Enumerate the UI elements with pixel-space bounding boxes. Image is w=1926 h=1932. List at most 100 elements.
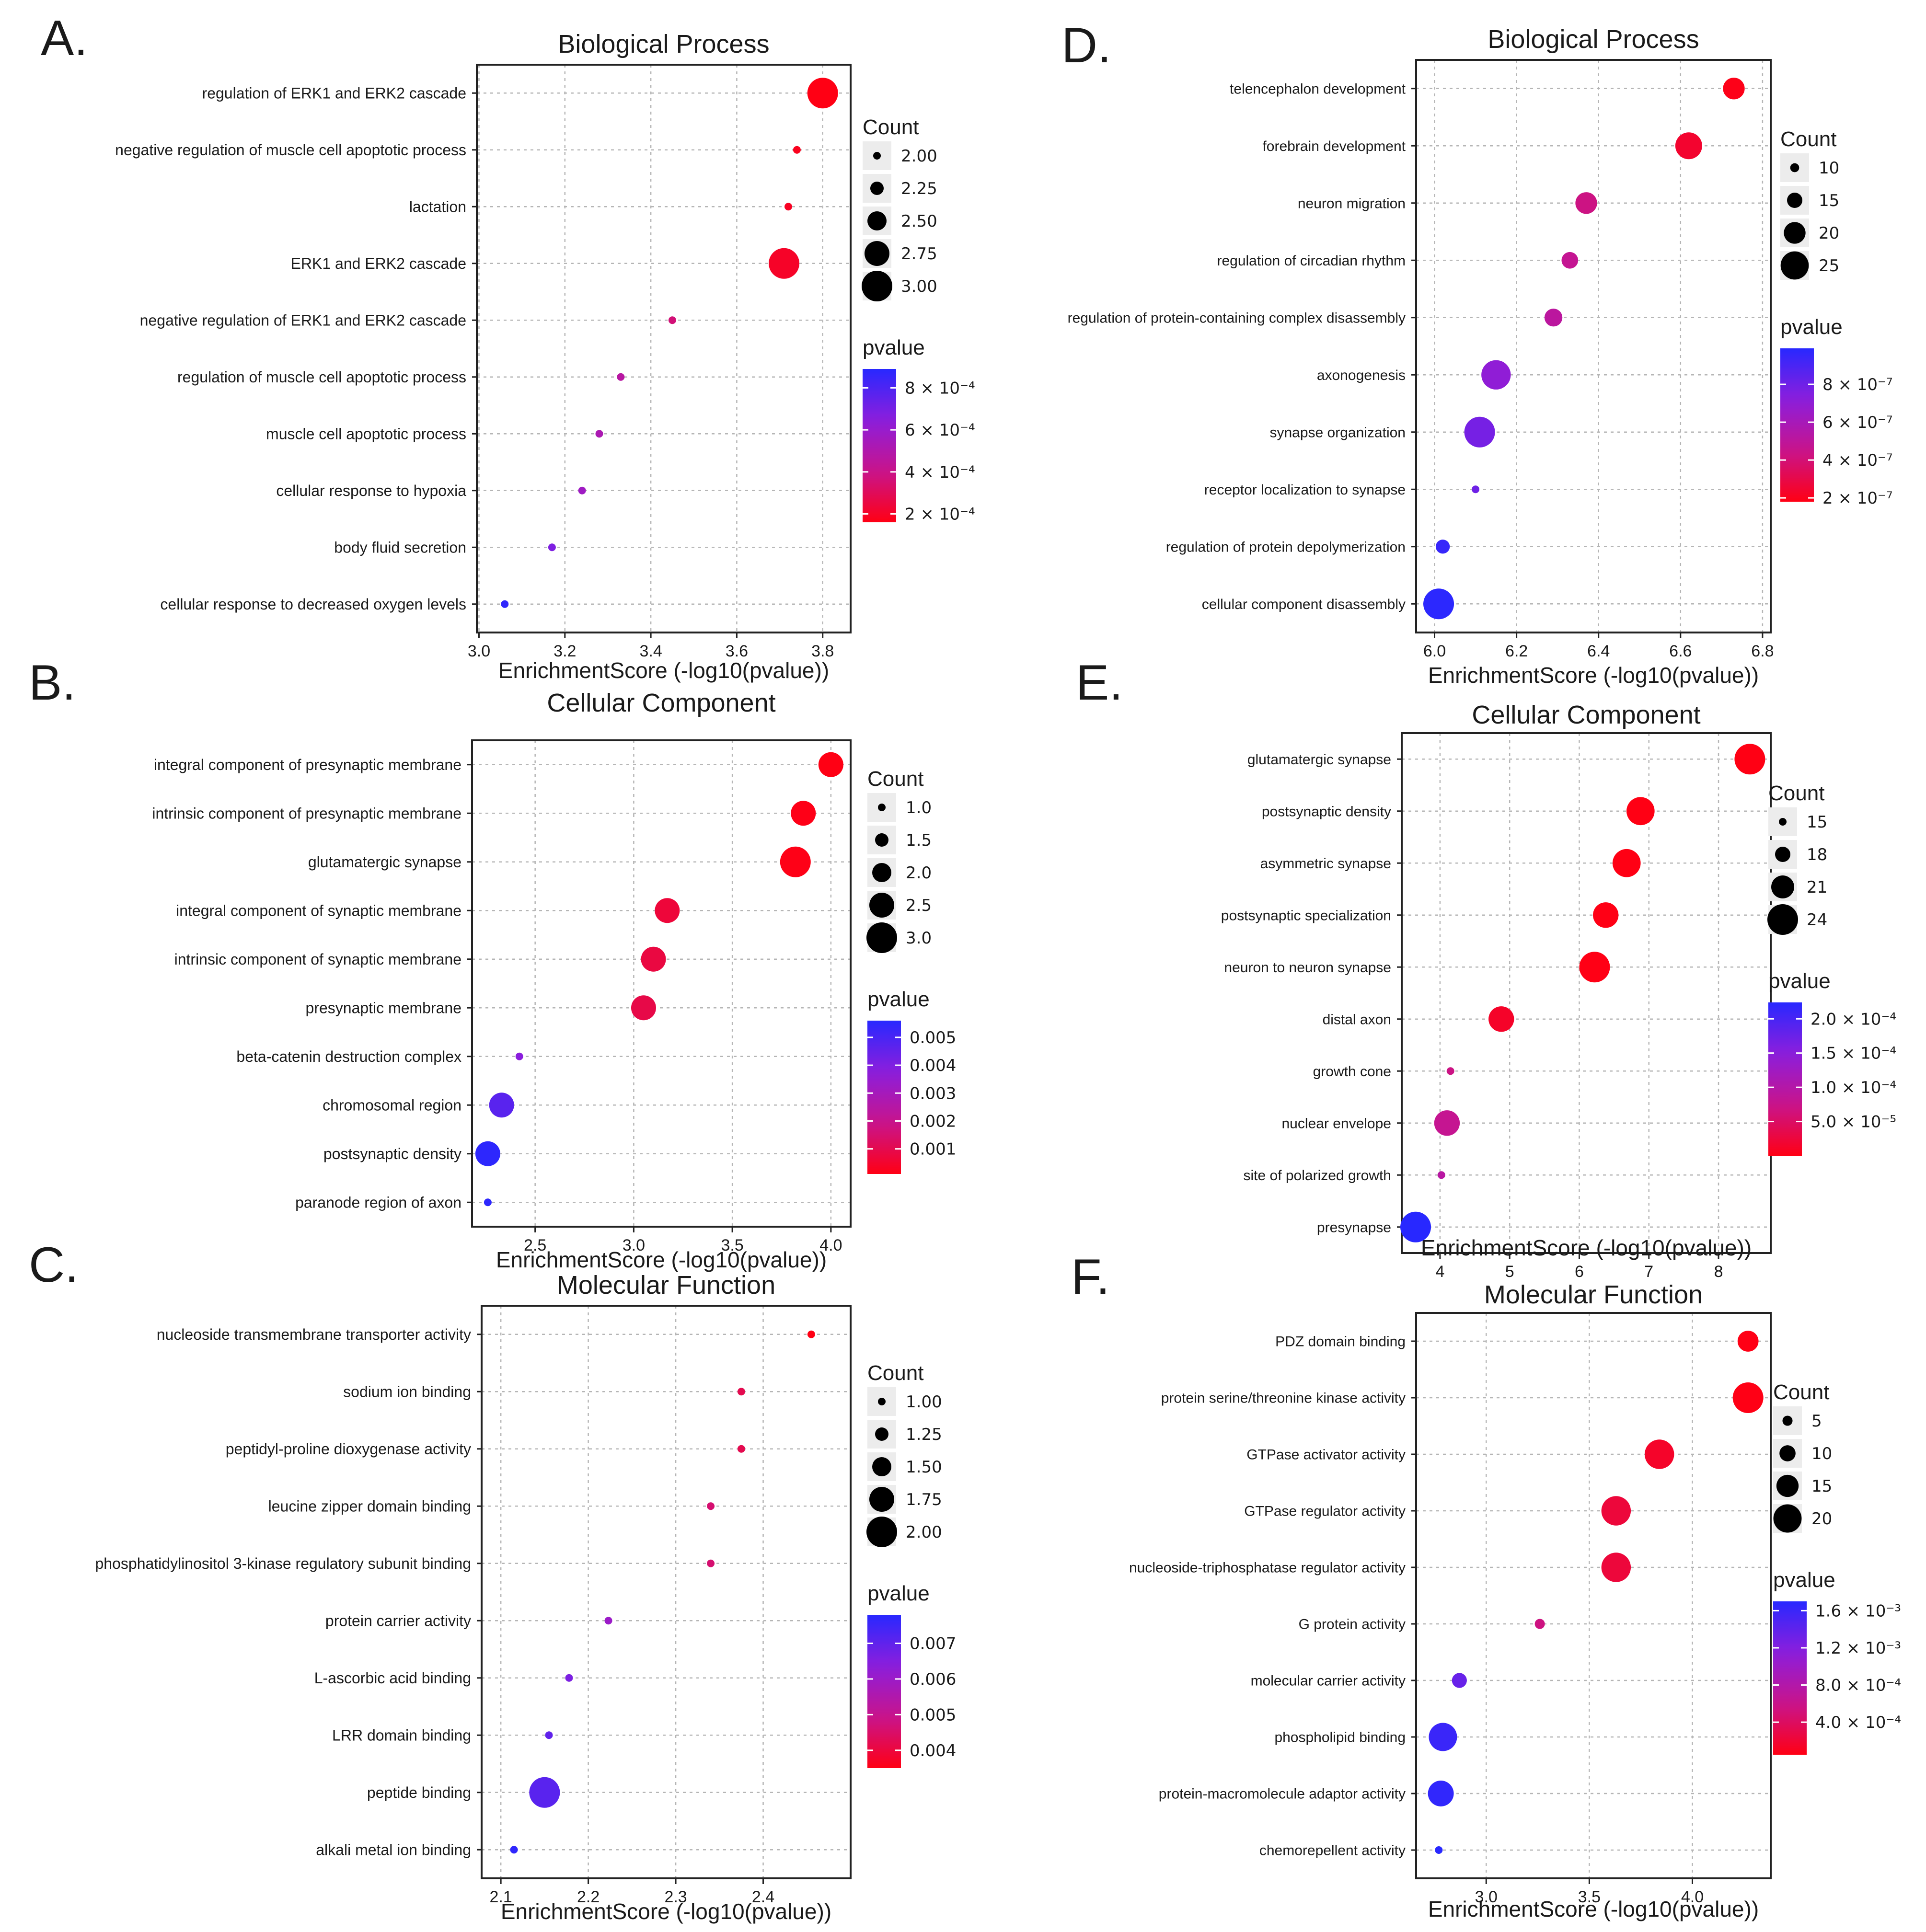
legend-size-dot (1779, 818, 1787, 826)
y-tick-label: receptor localization to synapse (1204, 482, 1406, 498)
pvalue-legend-label: 0.005 (910, 1028, 956, 1047)
count-legend-label: 25 (1819, 256, 1839, 276)
legend-size-dot (869, 1487, 894, 1512)
data-point (529, 1777, 560, 1808)
plot-frame (1401, 732, 1772, 1254)
legend-size-dot (866, 922, 897, 953)
y-tick-label: axonogenesis (1317, 368, 1406, 383)
data-point (484, 1198, 492, 1207)
data-point (1544, 309, 1563, 327)
data-point (1481, 360, 1511, 390)
x-axis-label: EnrichmentScore (-log10(pvalue)) (496, 1247, 827, 1272)
count-legend-label: 20 (1811, 1509, 1832, 1529)
y-tick-label: intrinsic component of presynaptic membr… (152, 805, 461, 822)
count-legend: Count 1.00 1.25 1.50 1.75 2.00 (866, 1361, 942, 1547)
y-tick-label: sodium ion binding (343, 1383, 471, 1400)
x-tick-label: 3.5 (1578, 1888, 1601, 1906)
x-tick-label: 3.0 (1475, 1888, 1498, 1906)
y-tick-label: distal axon (1323, 1012, 1391, 1027)
count-legend-label: 1.0 (906, 798, 932, 817)
data-point (737, 1388, 745, 1396)
y-tick-label: growth cone (1313, 1064, 1391, 1080)
pvalue-colorbar (867, 1615, 901, 1768)
count-legend-label: 5 (1811, 1412, 1822, 1431)
y-tick-label: protein carrier activity (325, 1612, 471, 1629)
y-tick-label: cellular response to hypoxia (276, 482, 466, 499)
data-point (769, 248, 800, 279)
panel-title: Biological Process (1488, 25, 1699, 54)
data-point (1732, 1382, 1764, 1413)
pvalue-legend-label: 4 × 10⁻⁷ (1822, 451, 1893, 470)
y-tick-label: cellular response to decreased oxygen le… (160, 596, 466, 613)
data-point (595, 430, 603, 438)
panel-title: Cellular Component (1472, 701, 1700, 729)
y-tick-label: muscle cell apoptotic process (266, 425, 466, 442)
data-point (489, 1092, 514, 1118)
data-point (475, 1141, 500, 1166)
pvalue-legend-label: 1.0 × 10⁻⁴ (1811, 1078, 1896, 1097)
data-point (501, 600, 509, 608)
pvalue-legend-label: 8.0 × 10⁻⁴ (1815, 1676, 1901, 1695)
pvalue-legend-label: 5.0 × 10⁻⁵ (1811, 1113, 1896, 1132)
data-point (1561, 252, 1579, 269)
count-legend-label: 2.5 (906, 896, 932, 915)
pvalue-colorbar (863, 369, 896, 522)
data-point (1723, 78, 1745, 100)
legend-size-dot (1790, 163, 1799, 172)
data-point (1534, 1619, 1545, 1629)
x-tick-label: 5 (1505, 1263, 1514, 1281)
y-tick-label: body fluid secretion (334, 539, 466, 556)
y-tick-label: regulation of ERK1 and ERK2 cascade (202, 84, 466, 102)
count-legend-title: Count (1773, 1380, 1829, 1404)
pvalue-legend-label: 1.2 × 10⁻³ (1815, 1639, 1901, 1658)
y-tick-label: paranode region of axon (295, 1194, 461, 1211)
count-legend-label: 2.00 (901, 147, 937, 166)
y-tick-label: molecular carrier activity (1251, 1673, 1406, 1689)
y-tick-label: presynaptic membrane (306, 999, 461, 1016)
legend-size-dot (1784, 222, 1806, 244)
y-tick-label: peptide binding (367, 1784, 471, 1801)
x-tick-label: 2.5 (524, 1236, 546, 1254)
data-point (545, 1731, 553, 1739)
y-tick-label: regulation of muscle cell apoptotic proc… (177, 368, 466, 386)
pvalue-legend-label: 0.001 (910, 1140, 956, 1159)
y-tick-label: neuron migration (1298, 196, 1406, 211)
y-tick-label: neuron to neuron synapse (1224, 960, 1391, 976)
data-point (1428, 1781, 1454, 1806)
count-legend: Count 1.0 1.5 2.0 2.5 3.0 (866, 767, 932, 953)
x-tick-label: 4.0 (819, 1236, 842, 1254)
y-tick-label: protein serine/threonine kinase activity (1161, 1391, 1406, 1406)
data-point (737, 1445, 745, 1453)
pvalue-legend-label: 4 × 10⁻⁴ (905, 463, 975, 482)
count-legend-label: 15 (1819, 191, 1839, 210)
data-point (1626, 797, 1655, 826)
count-legend-label: 1.5 (906, 831, 932, 850)
x-axis-label: EnrichmentScore (-log10(pvalue)) (1421, 1235, 1752, 1260)
legend-size-dot (866, 1517, 897, 1547)
legend-size-dot (872, 1457, 891, 1476)
count-legend-label: 20 (1819, 224, 1839, 243)
panel-letter: D. (1061, 18, 1111, 73)
pvalue-legend-label: 0.004 (910, 1741, 956, 1760)
x-axis-label: EnrichmentScore (-log10(pvalue)) (1428, 663, 1759, 688)
pvalue-legend-title: pvalue (1768, 969, 1831, 993)
y-tick-label: negative regulation of ERK1 and ERK2 cas… (140, 311, 466, 329)
data-point (1737, 1331, 1759, 1352)
pvalue-legend: pvalue 2.0 × 10⁻⁴ 1.5 × 10⁻⁴ 1.0 × 10⁻⁴ 5.0 … (1768, 969, 1896, 1156)
pvalue-legend-label: 2 × 10⁻⁷ (1822, 489, 1893, 508)
count-legend-label: 15 (1811, 1477, 1832, 1496)
x-tick-label: 6.0 (1423, 642, 1446, 660)
legend-size-dot (1773, 1504, 1802, 1533)
pvalue-legend-label: 0.002 (910, 1112, 956, 1131)
y-tick-label: protein-macromolecule adaptor activity (1159, 1786, 1406, 1802)
y-tick-label: LRR domain binding (332, 1726, 471, 1744)
data-point (1734, 744, 1765, 775)
pvalue-colorbar (867, 1021, 901, 1174)
data-point (1446, 1067, 1454, 1075)
data-point (1644, 1439, 1674, 1469)
count-legend-label: 10 (1819, 159, 1839, 178)
y-tick-label: glutamatergic synapse (308, 853, 461, 871)
pvalue-colorbar (1780, 348, 1814, 502)
panel-title: Molecular Function (557, 1271, 775, 1300)
panel-2: B. Cellular Component integral component o… (29, 655, 956, 1272)
